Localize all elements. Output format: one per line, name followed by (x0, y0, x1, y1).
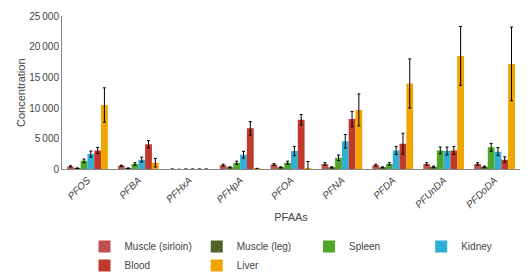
svg-text:Liver: Liver (237, 260, 259, 271)
svg-text:PFHxA: PFHxA (164, 174, 194, 204)
svg-text:20 000: 20 000 (29, 41, 59, 52)
svg-text:PFUnDA: PFUnDA (413, 174, 449, 210)
svg-text:PFOS: PFOS (65, 174, 92, 201)
svg-text:PFAAs: PFAAs (274, 211, 308, 223)
svg-text:Kidney: Kidney (461, 241, 492, 252)
svg-text:PFDA: PFDA (371, 174, 398, 201)
svg-text:Spleen: Spleen (349, 241, 380, 252)
svg-text:PFNA: PFNA (320, 174, 347, 201)
svg-text:0: 0 (53, 164, 59, 175)
svg-text:PFBA: PFBA (117, 174, 143, 200)
svg-text:Concentration: Concentration (15, 58, 27, 127)
svg-text:15 000: 15 000 (29, 72, 59, 83)
svg-text:PFHpA: PFHpA (214, 174, 245, 205)
svg-text:Blood: Blood (125, 260, 151, 271)
svg-text:Muscle (leg): Muscle (leg) (237, 241, 291, 252)
svg-text:25 000: 25 000 (29, 11, 59, 22)
svg-text:PFDoDA: PFDoDA (464, 174, 500, 210)
svg-text:Muscle (sirloin): Muscle (sirloin) (125, 241, 192, 252)
svg-text:PFOA: PFOA (269, 174, 296, 201)
svg-text:10 000: 10 000 (29, 103, 59, 114)
svg-text:5 000: 5 000 (35, 133, 60, 144)
